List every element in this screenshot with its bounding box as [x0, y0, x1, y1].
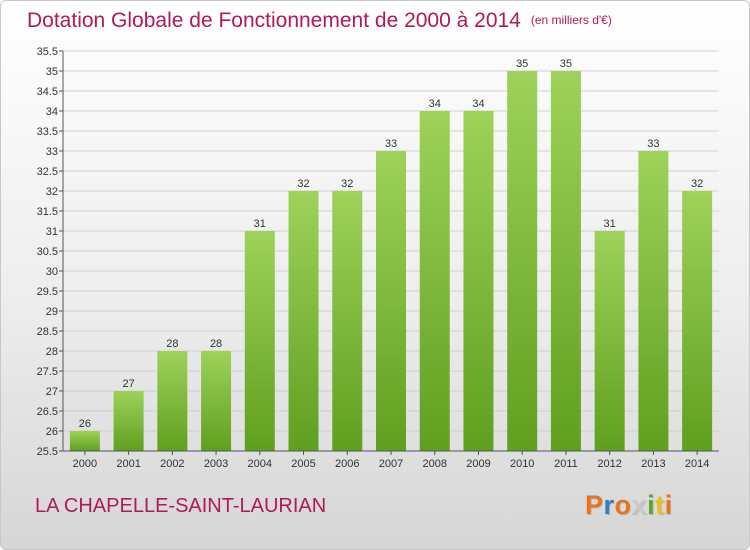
- logo-letter: x: [631, 490, 648, 520]
- data-label: 33: [385, 138, 397, 150]
- x-tick-label: 2001: [116, 458, 140, 470]
- logo-letter: o: [614, 490, 632, 520]
- x-tick-label: 2004: [248, 458, 272, 470]
- y-tick-label: 26.5: [37, 406, 58, 418]
- logo-letter: i: [647, 490, 656, 520]
- bar: [419, 111, 450, 451]
- x-tick-label: 2010: [510, 458, 534, 470]
- y-tick-label: 25.5: [37, 446, 58, 458]
- bar: [463, 111, 494, 451]
- y-tick-label: 34.5: [37, 86, 58, 98]
- y-tick-label: 33.5: [37, 126, 58, 138]
- y-tick-label: 27.5: [37, 366, 58, 378]
- proxiti-logo[interactable]: Proxiti: [585, 490, 673, 521]
- data-label: 32: [297, 178, 309, 190]
- data-label: 33: [647, 138, 659, 150]
- chart-title: Dotation Globale de Fonctionnement de 20…: [27, 9, 612, 33]
- y-tick-label: 30.5: [37, 246, 58, 258]
- y-tick-label: 27: [46, 386, 58, 398]
- labels: 25.5 26 26.5 27 27.5 28 28.5 29 29.5 30 30.5 31 31.5…: [37, 46, 710, 470]
- y-tick-label: 35: [46, 66, 58, 78]
- data-label: 32: [691, 178, 703, 190]
- chart-title-text: Dotation Globale de Fonctionnement de 20…: [27, 9, 521, 32]
- logo-letter: P: [585, 490, 604, 520]
- y-tick-label: 33: [46, 146, 58, 158]
- x-tick-label: 2013: [641, 458, 665, 470]
- x-tick-label: 2000: [73, 458, 97, 470]
- data-label: 28: [210, 338, 222, 350]
- x-tick-label: 2002: [160, 458, 184, 470]
- data-label: 27: [122, 378, 134, 390]
- bar: [113, 391, 144, 451]
- x-tick-label: 2005: [291, 458, 315, 470]
- data-label: 31: [254, 218, 266, 230]
- y-tick-label: 26: [46, 426, 58, 438]
- logo-letter: r: [603, 490, 615, 520]
- x-tick-label: 2003: [204, 458, 228, 470]
- data-label: 32: [341, 178, 353, 190]
- y-tick-label: 35.5: [37, 46, 58, 58]
- data-label: 35: [516, 58, 528, 70]
- bar: [201, 351, 232, 451]
- bar: [244, 231, 275, 451]
- y-tick-label: 31.5: [37, 206, 58, 218]
- bar: [69, 431, 100, 451]
- bar: [376, 151, 406, 451]
- bar: [594, 231, 625, 451]
- x-tick-label: 2012: [597, 458, 621, 470]
- bar: [332, 191, 363, 451]
- y-tick-label: 32: [46, 186, 58, 198]
- chart-unit: (en milliers d'€): [530, 13, 612, 27]
- y-tick-label: 31: [46, 226, 58, 238]
- y-tick-label: 28: [46, 346, 58, 358]
- x-tick-label: 2009: [466, 458, 490, 470]
- x-tick-label: 2006: [335, 458, 359, 470]
- bar: [157, 351, 188, 451]
- bar: [682, 191, 713, 451]
- bars: [69, 71, 713, 451]
- bar: [507, 71, 538, 451]
- y-tick-label: 29: [46, 306, 58, 318]
- bar: [638, 151, 669, 451]
- x-tick-label: 2014: [685, 458, 709, 470]
- y-tick-label: 32.5: [37, 166, 58, 178]
- bar: [550, 71, 581, 451]
- y-tick-label: 34: [46, 106, 58, 118]
- data-label: 26: [79, 418, 91, 430]
- y-tick-label: 28.5: [37, 326, 58, 338]
- y-tick-label: 30: [46, 266, 58, 278]
- logo-letter: i: [664, 490, 673, 520]
- data-label: 34: [429, 98, 441, 110]
- axes: [59, 50, 719, 455]
- x-tick-label: 2008: [422, 458, 446, 470]
- data-label: 31: [604, 218, 616, 230]
- x-tick-label: 2007: [379, 458, 403, 470]
- y-tick-label: 29.5: [37, 286, 58, 298]
- data-label: 28: [166, 338, 178, 350]
- x-tick-label: 2011: [554, 458, 578, 470]
- data-label: 35: [560, 58, 572, 70]
- logo-letter: t: [655, 490, 665, 520]
- commune-name: LA CHAPELLE-SAINT-LAURIAN: [35, 495, 327, 517]
- data-label: 34: [472, 98, 484, 110]
- bar: [288, 191, 319, 451]
